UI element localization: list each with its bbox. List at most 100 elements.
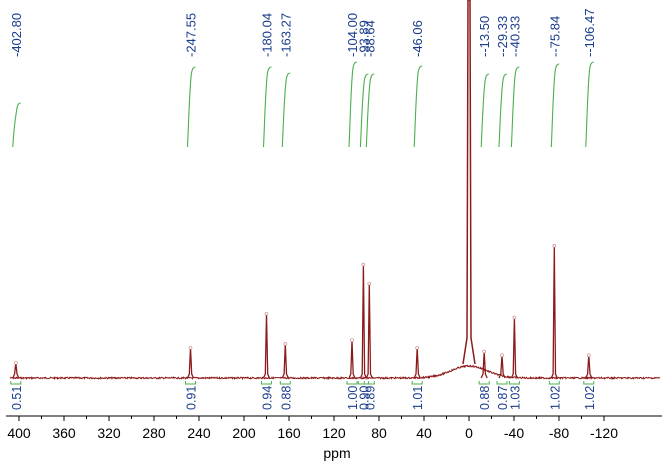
peak-marker-8 bbox=[482, 349, 486, 354]
integral-value-9: 0.87 bbox=[496, 386, 510, 410]
integral-value-6: 0.89 bbox=[363, 386, 377, 410]
integral-value-3: 0.88 bbox=[279, 386, 293, 410]
peak-label-5: -93.89 bbox=[356, 20, 371, 57]
peak-marker-12 bbox=[586, 353, 591, 358]
peak-label-7: -46.06 bbox=[410, 20, 425, 57]
integral-value-8: 0.88 bbox=[478, 386, 492, 410]
integral-curve-2 bbox=[262, 66, 272, 148]
integral-value-0: 0.51 bbox=[10, 386, 24, 410]
peak-marker-5 bbox=[361, 262, 366, 267]
peak-marker-10 bbox=[512, 315, 517, 320]
peak-label-11: --75.84 bbox=[547, 16, 562, 57]
integral-curve-0 bbox=[12, 102, 21, 148]
integral-value-2: 0.94 bbox=[261, 386, 275, 410]
x-tick-label-7: 120 bbox=[322, 425, 346, 441]
x-tick-label-8: 80 bbox=[371, 425, 387, 441]
integral-value-1: 0.91 bbox=[185, 386, 199, 410]
peak-marker-7 bbox=[415, 345, 419, 350]
peak-9 bbox=[498, 355, 506, 379]
integral-curve-5 bbox=[359, 73, 369, 148]
peak-label-2: -180.04 bbox=[260, 13, 275, 57]
integral-bracket-10 bbox=[508, 381, 520, 385]
x-tick-label-12: -80 bbox=[549, 425, 569, 441]
x-axis-label: ppm bbox=[323, 445, 350, 461]
peak-marker-1 bbox=[188, 345, 193, 350]
x-axis: 400 360 320 280 240 200 160 120 80 40 0 -40 -80 -120 bbox=[6, 415, 662, 441]
x-tick-label-2: 320 bbox=[97, 425, 121, 441]
peak-marker-9 bbox=[500, 353, 504, 358]
peak-10 bbox=[510, 317, 518, 379]
integral-value-10: 1.03 bbox=[508, 386, 522, 410]
integral-curve-1 bbox=[186, 66, 196, 148]
integral-value-5: 0.90 bbox=[357, 386, 371, 410]
peak-marker-0 bbox=[14, 361, 18, 365]
integral-bracket-5 bbox=[357, 381, 369, 385]
integral-curve-7 bbox=[413, 65, 423, 148]
peak-label-4: -104.00 bbox=[345, 13, 360, 57]
peak-label-10: --40.33 bbox=[507, 16, 522, 57]
peak-3 bbox=[281, 343, 289, 379]
peak-label-6: -88.64 bbox=[362, 20, 377, 57]
integral-value-11: 1.02 bbox=[548, 386, 562, 410]
peak-marker-3 bbox=[283, 342, 288, 346]
x-tick-label-10: 0 bbox=[465, 425, 473, 441]
integral-curves bbox=[12, 61, 594, 148]
peak-8 bbox=[480, 351, 488, 379]
integral-curve-12 bbox=[585, 61, 594, 148]
peak-marker-4 bbox=[350, 338, 354, 343]
peak-1 bbox=[186, 347, 195, 379]
spectrum-baseline bbox=[9, 364, 661, 381]
integral-curve-9 bbox=[498, 73, 508, 148]
peak-4 bbox=[348, 340, 356, 379]
x-tick-label-3: 280 bbox=[142, 425, 166, 441]
integral-bracket-2 bbox=[260, 381, 272, 385]
peak-label-8: --13.50 bbox=[477, 16, 492, 57]
integral-bracket-9 bbox=[496, 381, 508, 385]
integral-bracket-7 bbox=[411, 381, 423, 385]
integral-values: 0.51 0.91 0.94 0.88 1.000.900.89 1.01 0.88 0.87… bbox=[10, 381, 597, 410]
integral-curve-3 bbox=[281, 72, 291, 148]
peak-label-12: --106.47 bbox=[582, 9, 597, 57]
x-tick-label-11: -40 bbox=[504, 425, 524, 441]
peak-5 bbox=[359, 264, 367, 379]
x-tick-label-9: 40 bbox=[416, 425, 432, 441]
integral-bracket-3 bbox=[279, 381, 291, 385]
peak-marker-6 bbox=[367, 281, 372, 286]
integral-curve-4 bbox=[348, 61, 358, 148]
integral-bracket-12 bbox=[583, 381, 595, 385]
integral-bracket-1 bbox=[185, 381, 197, 385]
integral-value-12: 1.02 bbox=[583, 386, 597, 410]
peak-labels: -402.80 -247.55 -180.04 -163.27 -104.00-93.8… bbox=[9, 9, 597, 57]
integral-bracket-4 bbox=[346, 381, 358, 385]
integral-curve-10 bbox=[510, 66, 520, 148]
peak-label-3: -163.27 bbox=[278, 13, 293, 57]
peak-2 bbox=[262, 313, 271, 379]
integral-bracket-0 bbox=[10, 381, 22, 385]
x-tick-label-0: 400 bbox=[7, 425, 31, 441]
peak-label-1: -247.55 bbox=[184, 13, 199, 57]
peak-marker-11 bbox=[552, 243, 557, 248]
peak-11 bbox=[550, 245, 558, 379]
x-tick-label-4: 240 bbox=[187, 425, 211, 441]
peak-0 bbox=[12, 362, 20, 379]
peak-label-9: --29.33 bbox=[495, 16, 510, 57]
solvent-peak bbox=[462, 0, 476, 365]
integral-bracket-8 bbox=[478, 381, 490, 385]
x-tick-label-13: -120 bbox=[590, 425, 618, 441]
x-tick-label-1: 360 bbox=[52, 425, 76, 441]
x-tick-label-6: 160 bbox=[277, 425, 301, 441]
peak-12 bbox=[585, 355, 593, 379]
peak-6 bbox=[365, 283, 373, 379]
integral-bracket-11 bbox=[548, 381, 560, 385]
integral-curve-8 bbox=[480, 73, 490, 148]
peak-label-0: -402.80 bbox=[9, 13, 24, 57]
peak-marker-2 bbox=[264, 311, 269, 316]
spectrum-trace bbox=[9, 0, 661, 381]
x-tick-label-5: 200 bbox=[232, 425, 256, 441]
integral-value-4: 1.00 bbox=[346, 386, 360, 410]
integral-curve-6 bbox=[365, 73, 375, 148]
peak-7 bbox=[413, 347, 421, 379]
integral-value-7: 1.01 bbox=[411, 386, 425, 410]
integral-bracket-6 bbox=[363, 381, 375, 385]
